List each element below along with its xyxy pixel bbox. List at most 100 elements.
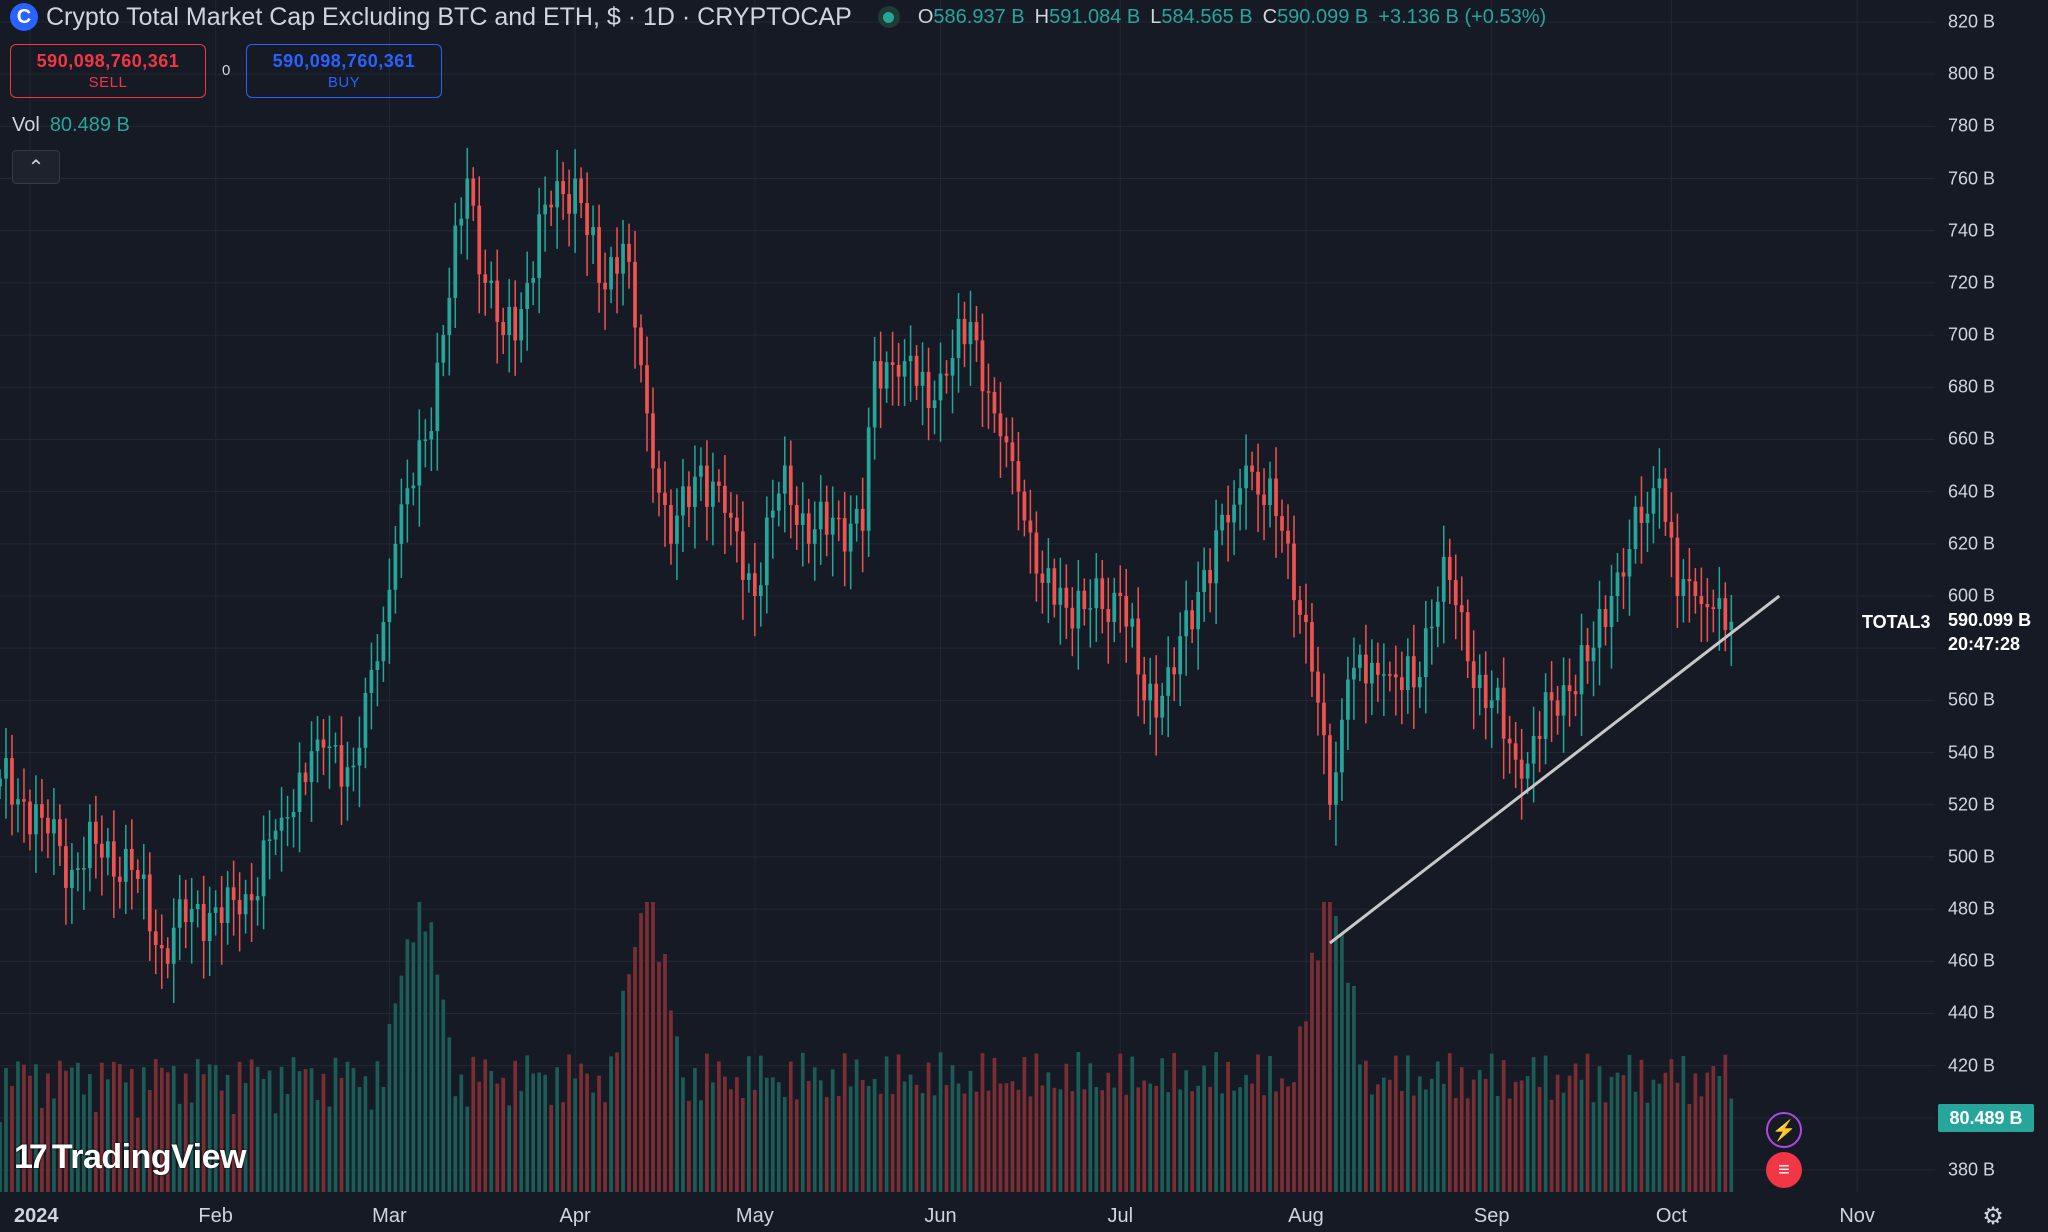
candle-body xyxy=(806,513,811,544)
volume-bar xyxy=(64,1070,68,1192)
settings-gear-icon[interactable]: ⚙ xyxy=(1982,1203,2004,1230)
volume-bar xyxy=(363,1076,368,1192)
price-tick-label: 780 B xyxy=(1948,115,1996,136)
symbol-title[interactable]: Crypto Total Market Cap Excluding BTC an… xyxy=(46,2,852,31)
us-flag-icon[interactable]: ≡ xyxy=(1766,1152,1802,1188)
candle-body xyxy=(1723,598,1728,631)
candle-body xyxy=(854,508,859,524)
candle-body xyxy=(800,513,805,525)
volume-bar xyxy=(273,1113,278,1192)
volume-bar xyxy=(1465,1098,1470,1192)
volume-bar xyxy=(147,1090,152,1192)
candle-body xyxy=(1675,537,1680,596)
candle-body xyxy=(1322,702,1326,736)
volume-bar xyxy=(1310,952,1314,1192)
collapse-legend-button[interactable]: ⌃ xyxy=(12,150,60,184)
volume-bar xyxy=(1651,1079,1656,1192)
volume-bar xyxy=(549,1104,554,1192)
candle-body xyxy=(1244,465,1248,489)
candle-body xyxy=(1657,478,1662,489)
volume-bar xyxy=(1292,1082,1296,1192)
buy-button[interactable]: 590,098,760,361 BUY xyxy=(246,44,442,98)
volume-bar xyxy=(219,1090,224,1192)
volume-bar xyxy=(1280,1078,1284,1192)
volume-bar xyxy=(1657,1083,1662,1192)
volume-bar xyxy=(687,1100,691,1192)
candle-body xyxy=(573,178,577,214)
volume-bar xyxy=(291,1057,296,1192)
volume-bar xyxy=(1417,1076,1422,1192)
candle-body xyxy=(1393,674,1398,678)
candle-body xyxy=(776,493,781,511)
volume-bar xyxy=(1196,1085,1200,1192)
candle-body xyxy=(735,517,739,532)
cryptocap-logo-icon: C xyxy=(10,3,38,31)
time-tick-label: Aug xyxy=(1288,1205,1324,1227)
volume-bar xyxy=(40,1107,44,1192)
candle-body xyxy=(794,504,799,525)
candle-body xyxy=(441,335,446,363)
volume-bar xyxy=(88,1074,92,1192)
sell-label: SELL xyxy=(88,74,128,91)
candle-body xyxy=(740,531,745,580)
candle-body xyxy=(968,322,973,345)
volume-bar xyxy=(333,1057,338,1192)
volume-bar xyxy=(249,1059,254,1192)
volume-bar xyxy=(1058,1089,1063,1192)
volume-bar xyxy=(1238,1087,1242,1192)
candle-body xyxy=(147,874,152,932)
candle-body xyxy=(723,485,727,513)
candle-body xyxy=(243,894,248,915)
volume-bar xyxy=(1004,1083,1009,1192)
volume-bar xyxy=(1453,1097,1458,1192)
price-tick-label: 500 B xyxy=(1948,846,1996,867)
price-tick-label: 760 B xyxy=(1948,168,1996,189)
volume-bar xyxy=(195,1059,200,1192)
tradingview-logo[interactable]: 17 TradingView xyxy=(14,1138,246,1177)
volume-legend[interactable]: Vol 80.489 B xyxy=(12,114,130,137)
candle-body xyxy=(1280,516,1284,531)
candle-body xyxy=(171,927,176,964)
volume-bar xyxy=(339,1077,344,1192)
sell-button[interactable]: 590,098,760,361 SELL xyxy=(10,44,206,98)
volume-bar xyxy=(699,1100,703,1192)
volume-bar xyxy=(135,1117,140,1192)
candle-body xyxy=(1501,687,1506,739)
volume-bar xyxy=(932,1095,937,1192)
candle-body xyxy=(1058,587,1063,605)
candle-body xyxy=(1214,530,1218,584)
market-status-icon[interactable] xyxy=(877,6,900,28)
bolt-icon[interactable]: ⚡ xyxy=(1766,1112,1802,1148)
volume-bar xyxy=(177,1103,182,1192)
volume-bar xyxy=(878,1093,883,1192)
candle-body xyxy=(1250,465,1254,472)
volume-bar xyxy=(267,1070,272,1192)
volume-bar xyxy=(1376,1084,1380,1192)
volume-bar xyxy=(471,1056,476,1192)
candle-body xyxy=(1537,735,1542,740)
series-symbol-tag: TOTAL3 xyxy=(1862,612,1931,632)
volume-bar xyxy=(806,1081,811,1192)
volume-bar xyxy=(1154,1085,1159,1192)
candle-body xyxy=(1471,661,1476,689)
candle-body xyxy=(1190,610,1195,630)
volume-bar xyxy=(1016,1089,1021,1192)
candle-body xyxy=(1411,656,1416,688)
volume-bar xyxy=(561,1102,565,1192)
volume-bar xyxy=(603,1102,607,1192)
candle-body xyxy=(369,669,374,693)
volume-bar xyxy=(962,1093,967,1192)
candle-body xyxy=(1376,662,1380,675)
volume-bar xyxy=(1513,1081,1518,1192)
candle-body xyxy=(1639,506,1644,523)
trendline-drawing[interactable] xyxy=(1329,594,1781,945)
candle-body xyxy=(501,321,506,336)
time-tick-label: May xyxy=(735,1205,774,1227)
candle-body xyxy=(830,517,835,535)
volume-bar xyxy=(764,1077,769,1192)
buy-label: BUY xyxy=(327,74,361,91)
volume-bar xyxy=(980,1053,985,1192)
volume-bar xyxy=(884,1056,889,1192)
volume-bar xyxy=(507,1105,512,1192)
